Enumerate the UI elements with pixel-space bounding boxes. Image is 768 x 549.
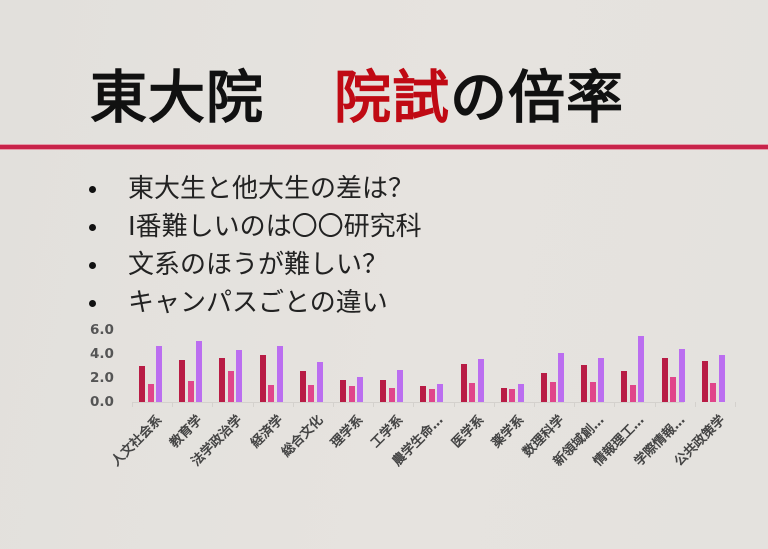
bullet-dot-icon [89,224,96,231]
bar-series2 [549,381,556,402]
bar-series3 [517,384,524,402]
x-axis-tick [654,402,656,407]
x-axis-tick [413,402,415,407]
bar-series3 [316,362,323,402]
bar-series1 [500,387,507,402]
bar-series2 [268,385,275,402]
bar-series2 [670,376,677,402]
bar-series3 [276,345,283,402]
bullet-text: 東大生と他大生の差は？ [128,174,415,204]
bar-series1 [420,386,427,402]
x-axis-tick [453,402,455,407]
bar-series1 [380,380,387,402]
bar-series1 [661,357,668,402]
bullet-dot-icon [89,262,96,269]
bullet-item: 文系のほうが難しい？ [86,246,422,284]
bullet-item: キャンパスごとの違い [86,284,422,322]
bar-series3 [236,350,243,402]
x-axis-tick [333,402,334,407]
bar-series3 [558,352,564,402]
bar-series1 [139,366,145,402]
x-axis-tick [493,402,495,407]
bullet-dot-icon [89,186,96,193]
title-part-3: の倍率 [450,65,624,131]
bar-series2 [348,386,355,402]
x-axis-category-label: 医学系 [448,412,488,452]
bar-series2 [589,381,596,402]
bar-series2 [147,384,154,402]
bar-series3 [156,345,162,402]
x-axis-tick [534,402,535,407]
bar-series1 [581,364,588,402]
bullet-text: 文系のほうが難しい？ [128,250,389,280]
bar-series2 [227,370,234,402]
bar-series2 [629,385,636,402]
bar-series3 [638,336,645,402]
bar-series1 [701,361,708,402]
bar-series1 [340,380,346,402]
bullet-list: 東大生と他大生の差は？ I番難しいのは〇〇研究科 文系のほうが難しい？ キャンパ… [86,170,422,322]
bar-series2 [509,388,516,402]
bullet-item: I番難しいのは〇〇研究科 [86,208,422,246]
bullet-text: I番難しいのは〇〇研究科 [128,212,422,242]
bar-series2 [428,388,435,402]
x-axis-tick [172,402,174,407]
bar-series1 [460,363,467,402]
bar-series3 [598,357,605,402]
x-axis-category-label: 総合文化 [278,412,327,461]
bar-series1 [259,355,266,402]
title-accent: 院試 [334,65,450,131]
bar-series3 [437,384,444,402]
bar-series1 [541,373,547,402]
x-axis-tick [292,402,294,407]
x-axis-tick [735,402,736,407]
x-axis-line [132,402,684,403]
bar-series2 [308,385,315,402]
x-axis-tick [574,402,576,407]
bar-series1 [219,357,226,402]
y-axis-tick-label: 0.0 [90,394,114,410]
bar-series2 [469,382,476,402]
title-divider [0,145,768,149]
bar-series1 [621,370,628,402]
x-axis-tick [132,402,133,407]
x-axis-tick [614,402,616,407]
bar-series3 [397,369,404,402]
bullet-dot-icon [89,300,96,307]
bullet-text: キャンパスごとの違い [128,288,388,318]
x-axis-tick [373,402,375,407]
bar-series3 [477,358,484,402]
bar-series2 [710,382,717,402]
x-axis-category-label: 理学系 [328,412,367,452]
bar-series2 [388,387,395,402]
bar-series2 [187,381,194,402]
y-axis-tick-label: 2.0 [90,370,114,386]
bar-series1 [179,360,186,402]
bar-series3 [718,355,725,402]
y-axis-tick-label: 6.0 [90,322,114,338]
y-axis-tick-label: 4.0 [90,346,114,362]
bar-series3 [357,376,363,402]
title-part-1: 東大院 [90,65,264,131]
bar-series1 [299,370,306,402]
bar-series3 [678,349,685,402]
bar-series3 [196,340,203,402]
x-axis-category-label: 人文社会系 [108,412,166,470]
x-axis-tick [252,402,254,407]
x-axis-tick [212,402,214,407]
x-axis-tick [694,402,696,407]
slide-title: 東大院 院試の倍率 [90,58,624,138]
bullet-item: 東大生と他大生の差は？ [86,170,422,208]
